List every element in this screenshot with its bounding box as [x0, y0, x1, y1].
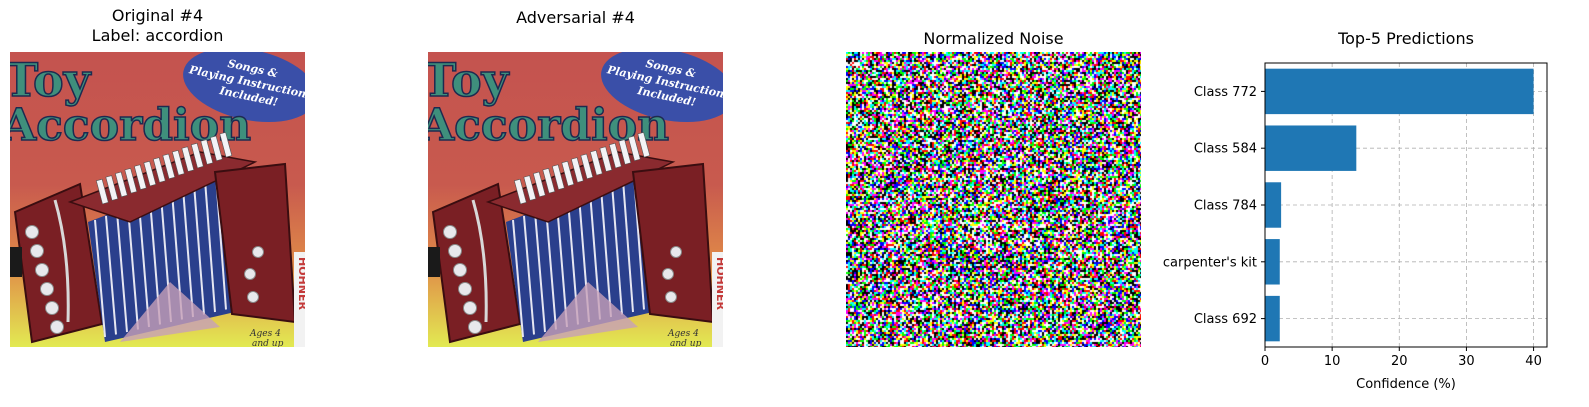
chart-xtick-label: 20 [1391, 354, 1408, 369]
chart-axes-frame [1264, 62, 1548, 348]
chart-bar [1265, 295, 1280, 342]
original-title-line2: Label: accordion [91, 26, 224, 45]
left-strap [428, 247, 440, 277]
accordion-button [50, 320, 64, 334]
chart-xtick-label: 10 [1324, 354, 1341, 369]
accordion-keys [485, 132, 676, 223]
accordion-photo-adversarial: Songs &Playing InstructionsIncluded!ToyA… [428, 52, 723, 347]
badge-oval [183, 52, 305, 123]
accordion-button [453, 263, 467, 277]
accordion-right-button [662, 268, 674, 280]
accordion-button [40, 282, 54, 296]
chart-xtick-label: 30 [1458, 354, 1475, 369]
accordion-button [30, 244, 44, 258]
chart-ytick-label: Class 784 [1194, 199, 1257, 214]
chart-yticks: Class 772 Class 584 Class 784 carpenter's k… [1163, 85, 1265, 327]
accordion-button [25, 225, 39, 239]
chart-title: Top-5 Predictions [1338, 29, 1474, 48]
accordion-right-button [670, 246, 682, 258]
chart-bar [1265, 182, 1282, 228]
noise-canvas [846, 52, 1141, 347]
age-line1: Ages 4 [667, 329, 699, 339]
chart-xtick-label: 0 [1261, 354, 1269, 369]
chart-xticks: 0 10 20 30 40 [1261, 347, 1542, 369]
accordion-button [448, 244, 462, 258]
accordion-right-button [247, 291, 259, 303]
chart-ytick-label: carpenter's kit [1163, 255, 1257, 270]
chart-ytick-label: Class 584 [1194, 142, 1257, 157]
chart-ytick-label: Class 692 [1194, 312, 1257, 327]
chart-grid [1264, 63, 1547, 347]
noise-title: Normalized Noise [923, 29, 1064, 48]
cover-title-word1: Toy [10, 53, 92, 107]
accordion-button [458, 282, 472, 296]
accordion-button [35, 263, 49, 277]
brand-text: HOHNER [714, 257, 723, 310]
age-line2: and up [252, 339, 284, 347]
accordion-strap [471, 199, 488, 323]
age-line1: Ages 4 [249, 329, 281, 339]
accordion-right-button [244, 268, 256, 280]
accordion-button [468, 320, 482, 334]
original-title: Original #4 Label: accordion [10, 6, 305, 46]
brand-strip [294, 252, 305, 347]
chart-xlabel: Confidence (%) [1356, 377, 1456, 392]
cover-title-word1: Toy [428, 53, 510, 107]
adversarial-image: Songs & Playing Instructions Included! Toy A… [428, 52, 723, 347]
noise-image [846, 52, 1141, 347]
chart-bar [1265, 125, 1357, 171]
adversarial-title: Adversarial #4 [516, 8, 635, 27]
accordion-right-button [252, 246, 264, 258]
cover-title-word2: Accordion [428, 100, 669, 151]
accordion-photo: Songs &Playing InstructionsIncluded!ToyA… [10, 52, 305, 347]
chart-xtick-label: 40 [1525, 354, 1542, 369]
chart-ytick-label: Class 772 [1194, 85, 1257, 100]
accordion-strap [53, 199, 70, 323]
brand-strip [712, 252, 723, 347]
chart-bars [1265, 68, 1534, 342]
accordion-keys [67, 132, 258, 223]
accordion-left-end [431, 182, 522, 344]
original-title-line1: Original #4 [111, 6, 204, 25]
accordion-left-end [13, 182, 104, 344]
chart-bar [1265, 239, 1280, 285]
left-strap [10, 247, 22, 277]
accordion-button [45, 301, 59, 315]
accordion-right-button [665, 291, 677, 303]
accordion-button [443, 225, 457, 239]
brand-text: HOHNER [296, 257, 305, 310]
chart-bar [1265, 68, 1534, 115]
original-image: Songs & Playing Instructions Included! Toy A… [10, 52, 305, 347]
badge-oval [601, 52, 723, 123]
accordion-button [463, 301, 477, 315]
age-line2: and up [670, 339, 702, 347]
